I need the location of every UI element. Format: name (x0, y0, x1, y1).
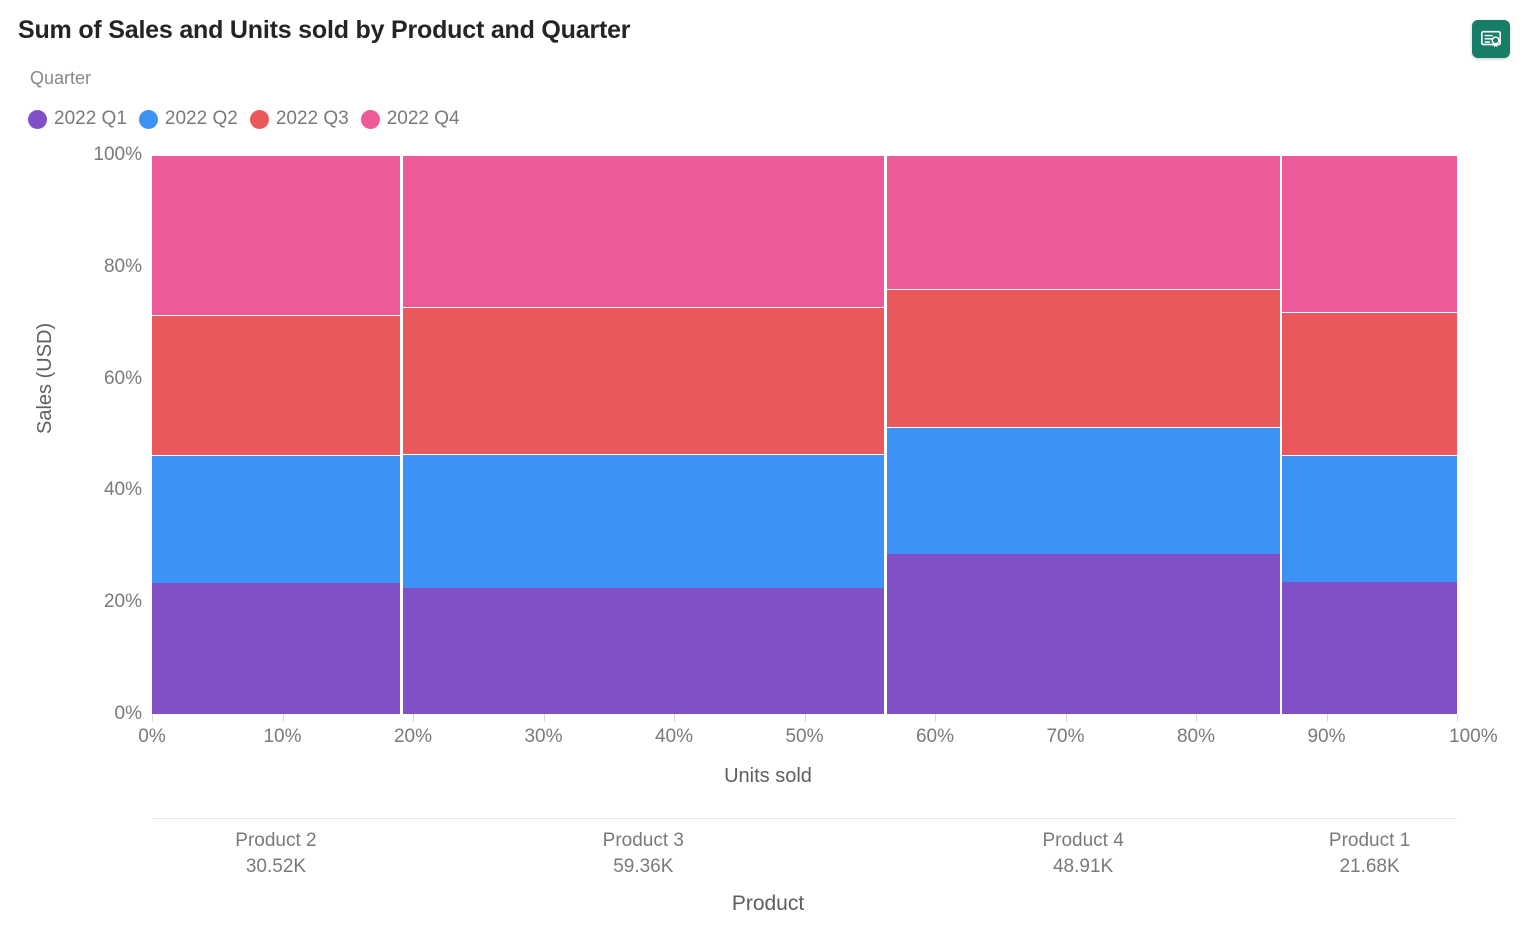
mekko-column (886, 155, 1280, 714)
mekko-segment[interactable] (402, 588, 885, 714)
x-axis-tick-label: 40% (654, 726, 694, 747)
x-axis-tick-label: 50% (785, 726, 824, 747)
y-axis-tick-label: 60% (103, 367, 142, 389)
legend-swatch-icon (360, 109, 380, 129)
category-value: 59.36K (613, 855, 674, 877)
x-axis-tick-label: 60% (915, 726, 955, 747)
mekko-segment[interactable] (152, 155, 400, 315)
legend-item-label: 2022 Q4 (386, 108, 460, 129)
x-axis-title: Units sold (724, 765, 812, 787)
mekko-segment[interactable] (1282, 581, 1457, 714)
legend-swatch-icon (249, 109, 269, 129)
mekko-segment[interactable] (402, 155, 885, 308)
x-axis-tick-mark (1196, 714, 1197, 722)
y-axis-tick-label: 0% (114, 703, 142, 724)
category-axis-group[interactable]: Product 1 21.68K (1282, 828, 1457, 879)
legend-item-2022-q2[interactable]: 2022 Q2 (138, 108, 238, 130)
page-title: Sum of Sales and Units sold by Product a… (18, 16, 631, 44)
legend-item-2022-q3[interactable]: 2022 Q3 (249, 108, 349, 130)
mekko-segment[interactable] (886, 155, 1280, 290)
mekko-segment[interactable] (402, 307, 885, 455)
mekko-segment[interactable] (152, 314, 400, 456)
x-axis-tick-mark (1065, 714, 1067, 722)
category-label: Product 4 (1042, 830, 1124, 851)
category-label: Product 2 (235, 830, 317, 851)
mekko-segment[interactable] (886, 426, 1280, 555)
x-axis-tick-label: 100% (1449, 726, 1498, 747)
category-value: 48.91K (1052, 855, 1114, 877)
mekko-segment[interactable] (152, 582, 400, 714)
legend-item-label: 2022 Q2 (164, 108, 238, 129)
x-axis-tick-label: 70% (1046, 726, 1085, 747)
category-axis-group[interactable]: Product 2 30.52K (152, 828, 400, 879)
y-axis-tick-label: 20% (103, 591, 142, 613)
x-axis-tick-mark (1457, 714, 1458, 722)
x-axis-tick-label: 30% (524, 726, 563, 747)
legend: 2022 Q1 2022 Q2 2022 Q3 2022 Q4 (28, 104, 472, 134)
mekko-column (402, 155, 885, 714)
certificate-icon[interactable] (1472, 20, 1510, 58)
mekko-segment[interactable] (886, 289, 1280, 427)
y-axis-tick-label: 40% (103, 479, 142, 501)
category-value: 21.68K (1339, 855, 1400, 877)
mekko-segment[interactable] (1282, 455, 1457, 582)
y-axis-tick-label: 80% (103, 255, 142, 277)
x-axis-tick-mark (543, 714, 545, 722)
x-axis-tick-mark (1326, 714, 1328, 722)
legend-swatch-icon (138, 109, 158, 129)
category-value: 30.52K (245, 855, 307, 877)
category-label: Product 1 (1328, 830, 1411, 851)
mekko-segment[interactable] (152, 455, 400, 583)
category-axis-title: Product (731, 892, 805, 915)
category-label: Product 3 (602, 830, 684, 851)
mekko-segment[interactable] (402, 454, 885, 589)
mekko-segment[interactable] (1282, 155, 1457, 312)
x-axis-tick-label: 10% (263, 726, 302, 747)
legend-item-label: 2022 Q3 (275, 108, 349, 129)
mekko-segment[interactable] (1282, 311, 1457, 456)
category-axis-rule (152, 818, 1457, 819)
x-axis-tick-label: 0% (138, 726, 166, 747)
plot-area (152, 155, 1457, 714)
mekko-column (152, 155, 400, 714)
x-axis-tick-mark (152, 714, 153, 722)
y-axis-title: Sales (USD) (34, 322, 56, 434)
legend-item-2022-q1[interactable]: 2022 Q1 (28, 108, 127, 130)
x-axis-tick-mark (413, 714, 414, 722)
category-axis-group[interactable]: Product 4 48.91K (887, 828, 1280, 879)
legend-item-label: 2022 Q1 (54, 108, 127, 129)
x-axis-tick-mark (282, 714, 284, 722)
x-axis-tick-label: 20% (393, 726, 433, 747)
x-axis-tick-label: 80% (1176, 726, 1216, 747)
mekko-column (1282, 155, 1457, 714)
legend-title: Quarter (30, 68, 92, 88)
legend-item-2022-q4[interactable]: 2022 Q4 (360, 108, 460, 130)
x-axis-tick-label: 90% (1307, 726, 1346, 747)
mekko-segment[interactable] (886, 554, 1280, 714)
legend-swatch-icon (28, 109, 47, 129)
x-axis-tick-mark (804, 714, 806, 722)
y-axis-tick-label: 100% (93, 144, 142, 165)
x-axis-tick-mark (935, 714, 936, 722)
x-axis-tick-mark (674, 714, 675, 722)
category-axis-group[interactable]: Product 3 59.36K (403, 828, 885, 879)
